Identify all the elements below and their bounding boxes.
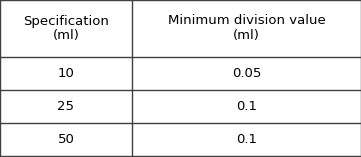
- Text: Specification
(ml): Specification (ml): [23, 14, 109, 43]
- Text: Minimum division value
(ml): Minimum division value (ml): [168, 14, 325, 43]
- Text: 25: 25: [57, 100, 74, 113]
- Text: 0.1: 0.1: [236, 100, 257, 113]
- Text: 0.1: 0.1: [236, 133, 257, 146]
- Text: 10: 10: [57, 67, 74, 80]
- Text: 0.05: 0.05: [232, 67, 261, 80]
- Text: 50: 50: [57, 133, 74, 146]
